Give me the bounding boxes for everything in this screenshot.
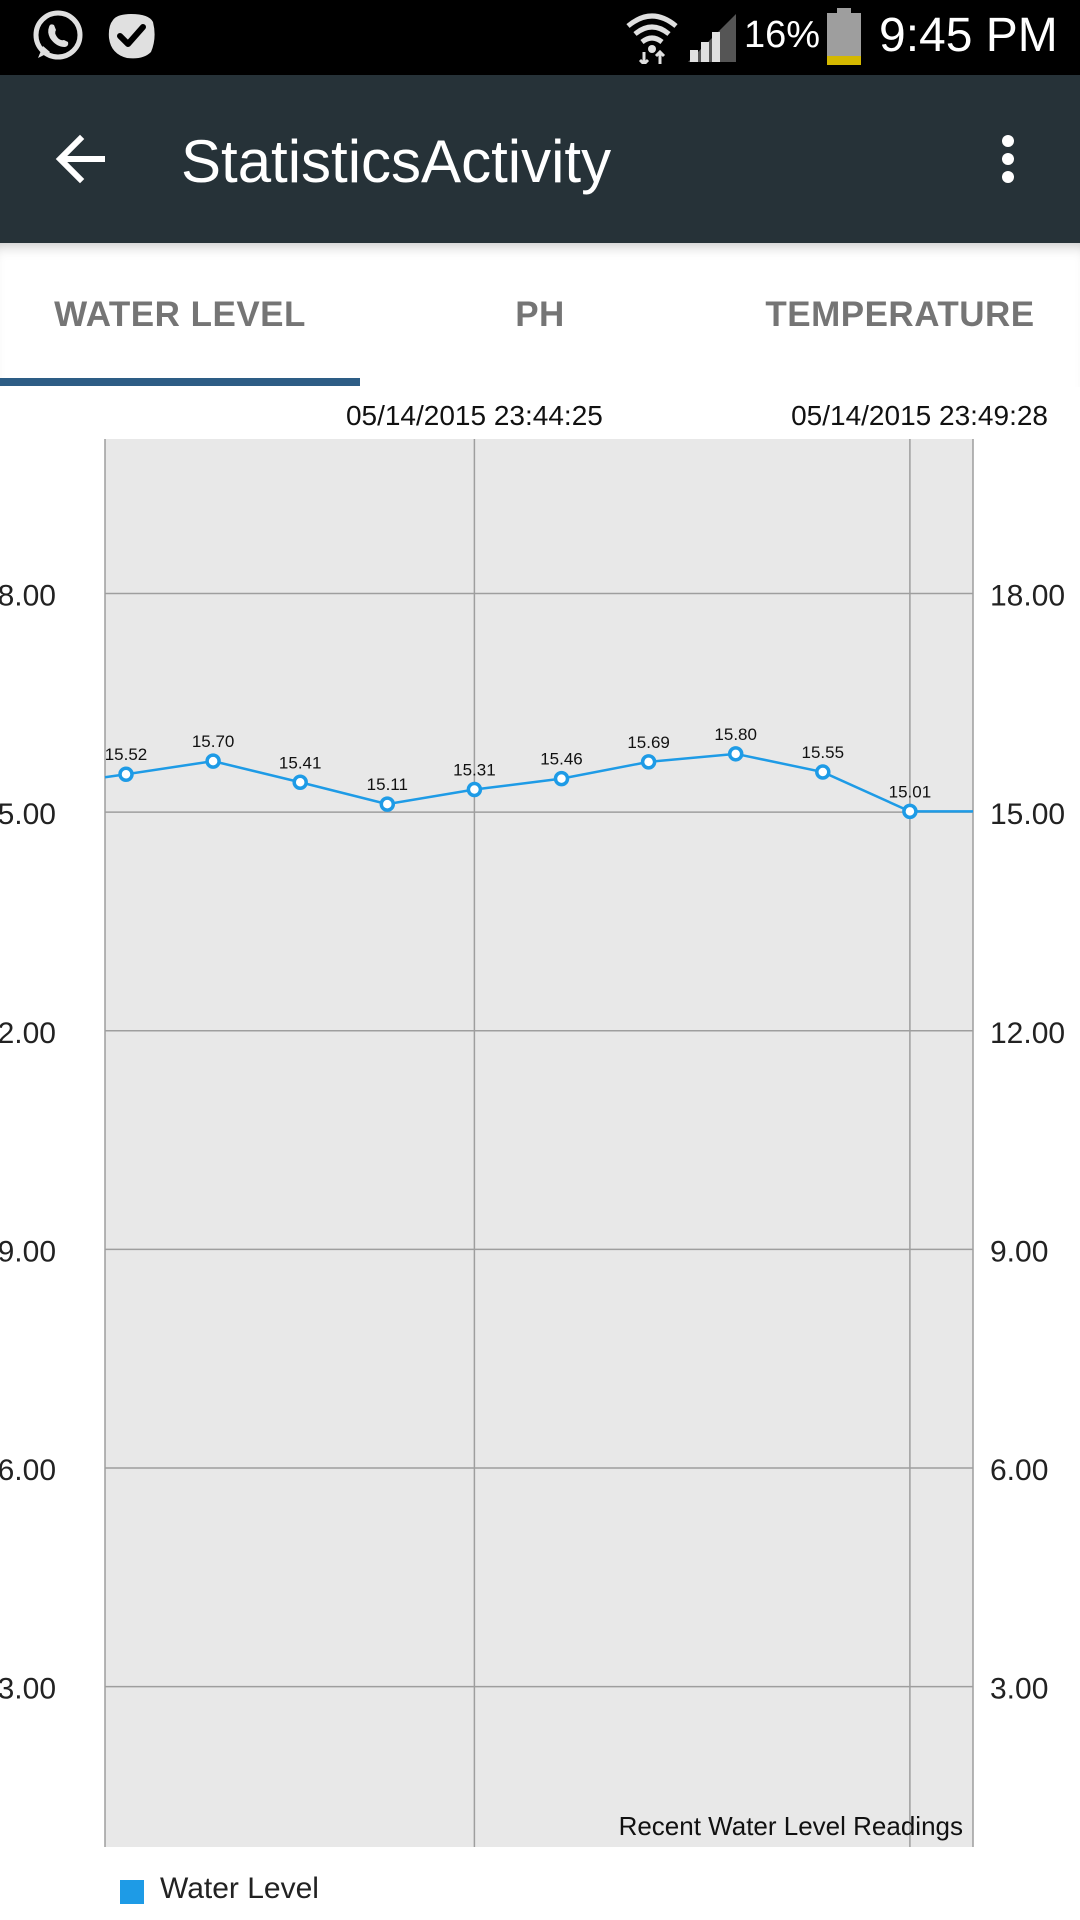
more-vert-icon [1002,135,1014,183]
tab-bar: WATER LEVEL PH TEMPERATURE [0,243,1080,387]
x-tick-label: 05/14/2015 23:49:28 [791,400,1048,431]
data-label: 15.70 [192,732,235,751]
app-bar: StatisticsActivity [0,75,1080,243]
data-point [902,803,918,820]
plot-background [105,439,973,1847]
battery-percent: 16% [744,14,821,56]
tab-water-level[interactable]: WATER LEVEL [0,243,360,387]
data-point [292,774,308,791]
chart-canvas: 18.00 18.00 15.00 15.00 12.00 12.00 9.00 9.00 6.… [0,400,1065,1847]
back-button[interactable] [46,121,122,197]
wifi-icon [626,13,678,64]
legend-swatch [120,1880,144,1904]
y-tick-label-left: 6.00 [0,1454,56,1487]
data-point [727,746,744,762]
data-point [553,770,570,787]
y-tick-label-right: 18.00 [990,580,1065,613]
battery-icon [827,8,861,65]
data-label: 15.69 [627,733,670,752]
data-point [379,796,396,812]
legend-label: Water Level [160,1872,319,1905]
y-tick-label-left: 18.00 [0,580,56,613]
y-tick-label-left: 12.00 [0,1017,56,1050]
status-time: 9:45 PM [879,9,1058,62]
overflow-menu-button[interactable] [980,121,1036,197]
y-tick-label-left: 3.00 [0,1673,56,1706]
data-label: 15.80 [714,725,757,744]
data-point [640,754,657,770]
y-tick-label-right: 3.00 [990,1673,1048,1706]
water-level-chart[interactable]: 18.00 18.00 15.00 15.00 12.00 12.00 9.00 9.00 6.… [0,387,1080,1920]
y-tick-label-right: 6.00 [990,1454,1048,1487]
data-label: 15.01 [889,782,932,801]
y-tick-label-left: 9.00 [0,1235,56,1268]
page-title: StatisticsActivity [181,128,612,195]
data-label: 15.31 [453,761,496,780]
tab-water-level-label: WATER LEVEL [54,295,306,334]
x-tick-label: 05/14/2015 23:44:25 [346,400,603,431]
data-label: 15.46 [540,750,583,769]
y-tick-label-right: 12.00 [990,1017,1065,1050]
data-point [205,753,221,769]
whatsapp-icon [33,10,83,60]
data-label: 15.11 [367,775,408,794]
y-tick-label-right: 9.00 [990,1235,1048,1268]
chart-title: Recent Water Level Readings [619,1811,963,1841]
tab-indicator [0,378,360,386]
data-label: 15.41 [279,753,322,772]
checkmark-app-icon [108,14,155,59]
status-bar: 16% 9:45 PM [0,0,1080,75]
y-tick-label-left: 15.00 [0,798,56,831]
data-point [815,764,831,780]
data-label: 15.52 [105,745,148,764]
tab-ph-label: PH [515,295,565,334]
tab-ph[interactable]: PH [360,243,720,387]
tab-temperature-label: TEMPERATURE [765,295,1035,334]
arrow-left-icon [55,134,105,184]
series-line-water-level [104,752,973,813]
data-label: 15.55 [802,743,845,762]
data-point [466,781,483,798]
data-point [118,766,134,782]
signal-icon [688,14,736,62]
tab-temperature[interactable]: TEMPERATURE [720,243,1080,387]
y-tick-label-right: 15.00 [990,798,1065,831]
